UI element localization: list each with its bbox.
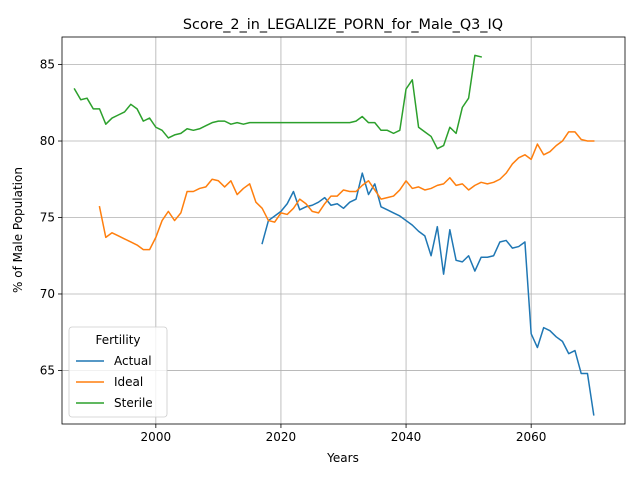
y-tick-label: 85 (40, 58, 55, 72)
y-axis-label: % of Male Population (11, 167, 25, 293)
legend: Fertility Actual Ideal Sterile (68, 326, 168, 418)
chart-title: Score_2_in_LEGALIZE_PORN_for_Male_Q3_IQ (183, 17, 503, 33)
x-axis-ticks: 2000 2020 2040 2060 (141, 424, 547, 444)
y-tick-label: 75 (40, 211, 55, 225)
y-tick-label: 80 (40, 134, 55, 148)
series-line-sterile (73, 54, 483, 150)
gridlines (62, 37, 625, 424)
legend-label-ideal: Ideal (114, 375, 143, 389)
plot-frame (61, 36, 626, 425)
series-line-ideal (98, 131, 595, 251)
y-tick-label: 65 (40, 364, 55, 378)
series-layer (73, 54, 595, 416)
legend-label-sterile: Sterile (114, 396, 153, 410)
x-tick-label: 2020 (266, 430, 297, 444)
y-tick-label: 70 (40, 287, 55, 301)
x-tick-label: 2060 (516, 430, 547, 444)
x-axis-label: Years (326, 451, 359, 465)
legend-title: Fertility (95, 333, 140, 347)
x-tick-label: 2000 (141, 430, 172, 444)
legend-box (68, 326, 168, 418)
x-tick-label: 2040 (391, 430, 422, 444)
legend-label-actual: Actual (114, 354, 152, 368)
y-axis-ticks: 65 70 75 80 85 (40, 58, 62, 378)
series-line-actual (261, 172, 595, 416)
